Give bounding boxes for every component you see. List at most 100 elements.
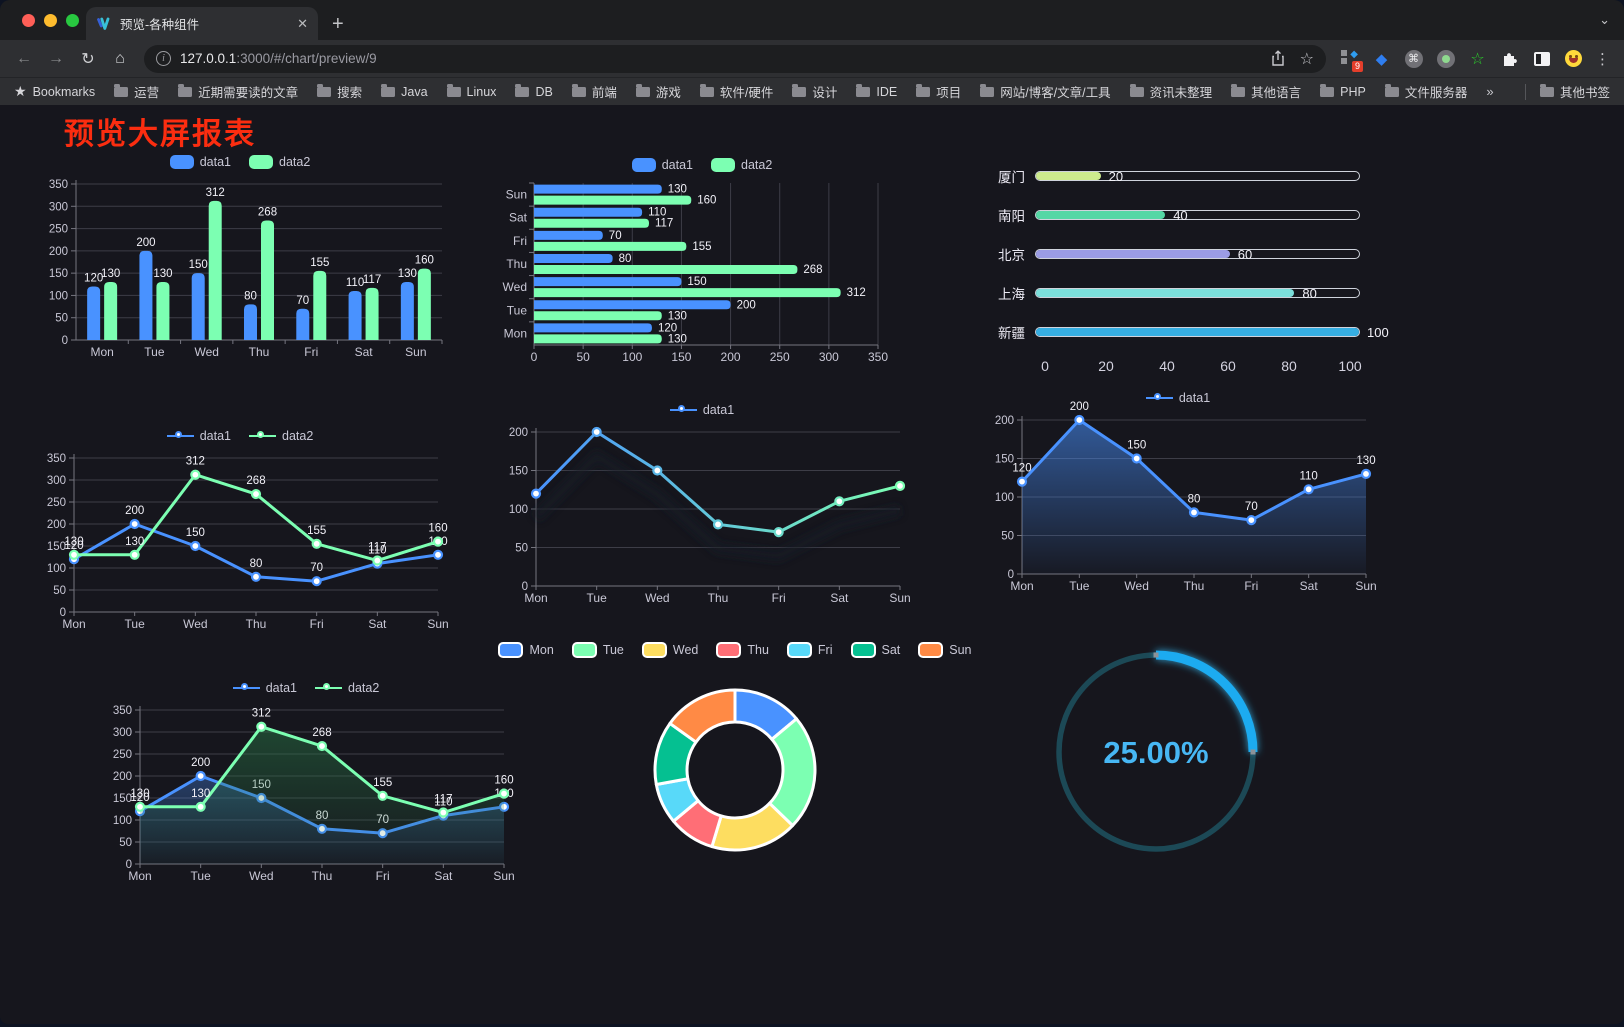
forward-button[interactable]: → [48, 49, 64, 67]
legend-item[interactable]: data1 [166, 429, 231, 443]
legend-item[interactable]: data2 [315, 681, 379, 695]
grid-extension-icon[interactable]: ◆ 9 [1340, 49, 1363, 72]
share-icon[interactable] [1270, 50, 1286, 67]
other-bookmarks-folder[interactable]: 其他书签 [1539, 82, 1610, 101]
two-line-area-chart[interactable]: data1 data2 0 50 100 150 200 250 300 350 Mon Tue Wed… [96, 678, 516, 888]
svg-text:Wed: Wed [249, 869, 273, 883]
bookmark-star-icon[interactable]: ☆ [1299, 50, 1314, 68]
svg-text:Sat: Sat [434, 869, 453, 883]
browser-tab[interactable]: 预览-各种组件 ✕ [86, 7, 318, 40]
legend-label: data1 [265, 681, 297, 695]
legend-item[interactable]: Thu [716, 642, 769, 658]
folder-icon [114, 84, 129, 97]
bookmark-item[interactable]: 搜索 [317, 82, 362, 101]
svg-text:268: 268 [312, 727, 331, 739]
blue-area-chart[interactable]: data1 0 50 100 150 200 Mon Tue Wed Thu Fri Sat Sun 12… [978, 388, 1378, 598]
svg-text:Sun: Sun [1355, 579, 1376, 593]
bookmark-item[interactable]: 设计 [792, 82, 837, 101]
home-button[interactable]: ⌂ [115, 49, 125, 67]
bookmark-item[interactable]: 游戏 [635, 82, 681, 101]
svg-text:130: 130 [1356, 455, 1375, 467]
bookmark-item[interactable]: DB [515, 84, 553, 99]
address-bar[interactable]: i 127.0.0.1:3000/#/chart/preview/9 ☆ [144, 44, 1326, 73]
bar-chart-canvas: 050100150200250300350Mon120130Tue200130W… [49, 179, 443, 359]
maximize-window-button[interactable] [66, 14, 79, 27]
emoji-extension-icon[interactable] [1565, 50, 1582, 67]
legend-item[interactable]: Sat [850, 642, 900, 658]
bookmark-item[interactable]: 资讯未整理 [1129, 82, 1212, 101]
browser-menu-icon[interactable]: ⋮ [1595, 50, 1610, 68]
svg-text:Mon: Mon [128, 869, 151, 883]
command-extension-icon[interactable]: ⌘ [1404, 49, 1423, 68]
legend-item[interactable]: data1 [631, 158, 693, 172]
svg-text:100: 100 [995, 492, 1014, 504]
progress-row: 新疆 100 [985, 322, 1389, 342]
tab-close-icon[interactable]: ✕ [297, 15, 308, 31]
bookmark-item[interactable]: 项目 [916, 82, 961, 101]
bookmark-item[interactable]: 其他语言 [1231, 82, 1301, 101]
puzzle-extension-icon[interactable] [1500, 49, 1519, 68]
bookmark-label: 搜索 [337, 86, 363, 100]
svg-text:Fri: Fri [376, 869, 390, 883]
bookmark-item[interactable]: 运营 [114, 82, 159, 101]
bookmark-item[interactable]: Linux [446, 84, 497, 99]
legend-item[interactable]: data1 [669, 403, 734, 417]
reload-button[interactable]: ↻ [81, 50, 95, 68]
bookmark-item[interactable]: 软件/硬件 [699, 82, 773, 101]
legend-item[interactable]: Sun [918, 642, 972, 658]
tab-search-chevron-icon[interactable]: ⌄ [1599, 12, 1610, 27]
gradient-line-chart[interactable]: data1 0 50 100 150 200 Mon Tue Wed Thu Fri Sat Sun [492, 400, 912, 610]
legend-item[interactable]: data1 [169, 155, 231, 169]
chart-legend: data1 data2 [492, 155, 912, 175]
bookmark-item[interactable]: PHP [1320, 84, 1366, 99]
back-button[interactable]: ← [16, 49, 32, 67]
bookmark-label: Linux [466, 84, 497, 99]
bookmark-item[interactable]: IDE [856, 84, 897, 99]
two-line-chart[interactable]: data1 data2 0 50 100 150 200 250 300 350 Mon Tue Wed… [30, 426, 450, 636]
legend-swatch [716, 642, 742, 658]
donut-chart[interactable]: Mon Tue Wed Thu Fri Sat Sun [498, 640, 972, 886]
site-info-icon[interactable]: i [156, 51, 171, 66]
bookmark-label: 游戏 [655, 86, 681, 100]
legend-item[interactable]: Tue [571, 642, 624, 658]
horizontal-bar-chart[interactable]: data1 data2 0 50 100 150 200 250 300 350 Mon 120 130… [492, 155, 912, 369]
gauge-chart[interactable]: 25.00% [1046, 642, 1266, 862]
legend-item[interactable]: data1 [1145, 391, 1210, 405]
svg-text:50: 50 [576, 350, 590, 364]
green-star-extension-icon[interactable]: ☆ [1470, 50, 1485, 68]
gem-extension-icon[interactable]: ◆ [1375, 50, 1388, 68]
bookmarks-manager[interactable]: ★ Bookmarks [14, 83, 95, 100]
progress-label: 厦门 [998, 170, 1025, 185]
minimize-window-button[interactable] [44, 14, 57, 27]
folder-icon [792, 84, 807, 97]
bookmark-label: PHP [1340, 84, 1366, 99]
close-window-button[interactable] [22, 14, 35, 27]
legend-item[interactable]: data2 [249, 155, 310, 169]
new-tab-button[interactable]: + [332, 13, 344, 35]
legend-item[interactable]: data2 [249, 429, 313, 443]
legend-item[interactable]: Fri [786, 642, 833, 658]
bookmark-item[interactable]: 网站/博客/文章/工具 [980, 82, 1111, 101]
folder-icon [699, 84, 714, 97]
reader-mode-extension-icon[interactable] [1533, 51, 1550, 66]
bookmark-label: 文件服务器 [1404, 86, 1468, 100]
legend-item[interactable]: Mon [498, 642, 554, 658]
bookmark-item[interactable]: 近期需要读的文章 [178, 82, 298, 101]
svg-text:Mon: Mon [90, 345, 113, 359]
recorder-extension-icon[interactable] [1436, 49, 1455, 68]
chart-legend: data1 [492, 400, 912, 420]
folder-icon [916, 84, 931, 97]
legend-item[interactable]: data2 [711, 158, 772, 172]
svg-text:268: 268 [803, 264, 822, 276]
bookmark-item[interactable]: 文件服务器 [1384, 82, 1468, 101]
url-text[interactable]: 127.0.0.1:3000/#/chart/preview/9 [180, 51, 377, 66]
city-progress-chart[interactable]: 厦门 20 南阳 40 北京 60 上海 80 新疆 100 0 20 40 60 80 100 [985, 158, 1389, 383]
bookmarks-overflow-chevron[interactable]: » [1486, 84, 1494, 99]
grouped-bar-chart[interactable]: data1 data2 0 50 100 150 200 250 300 350 Mon 120 130… [30, 152, 450, 364]
legend-item[interactable]: data1 [232, 681, 297, 695]
svg-text:0: 0 [531, 350, 538, 364]
bookmark-item[interactable]: 前端 [571, 82, 617, 101]
bookmark-item[interactable]: Java [381, 84, 428, 99]
tab-title: 预览-各种组件 [120, 18, 200, 32]
legend-item[interactable]: Wed [641, 642, 698, 658]
